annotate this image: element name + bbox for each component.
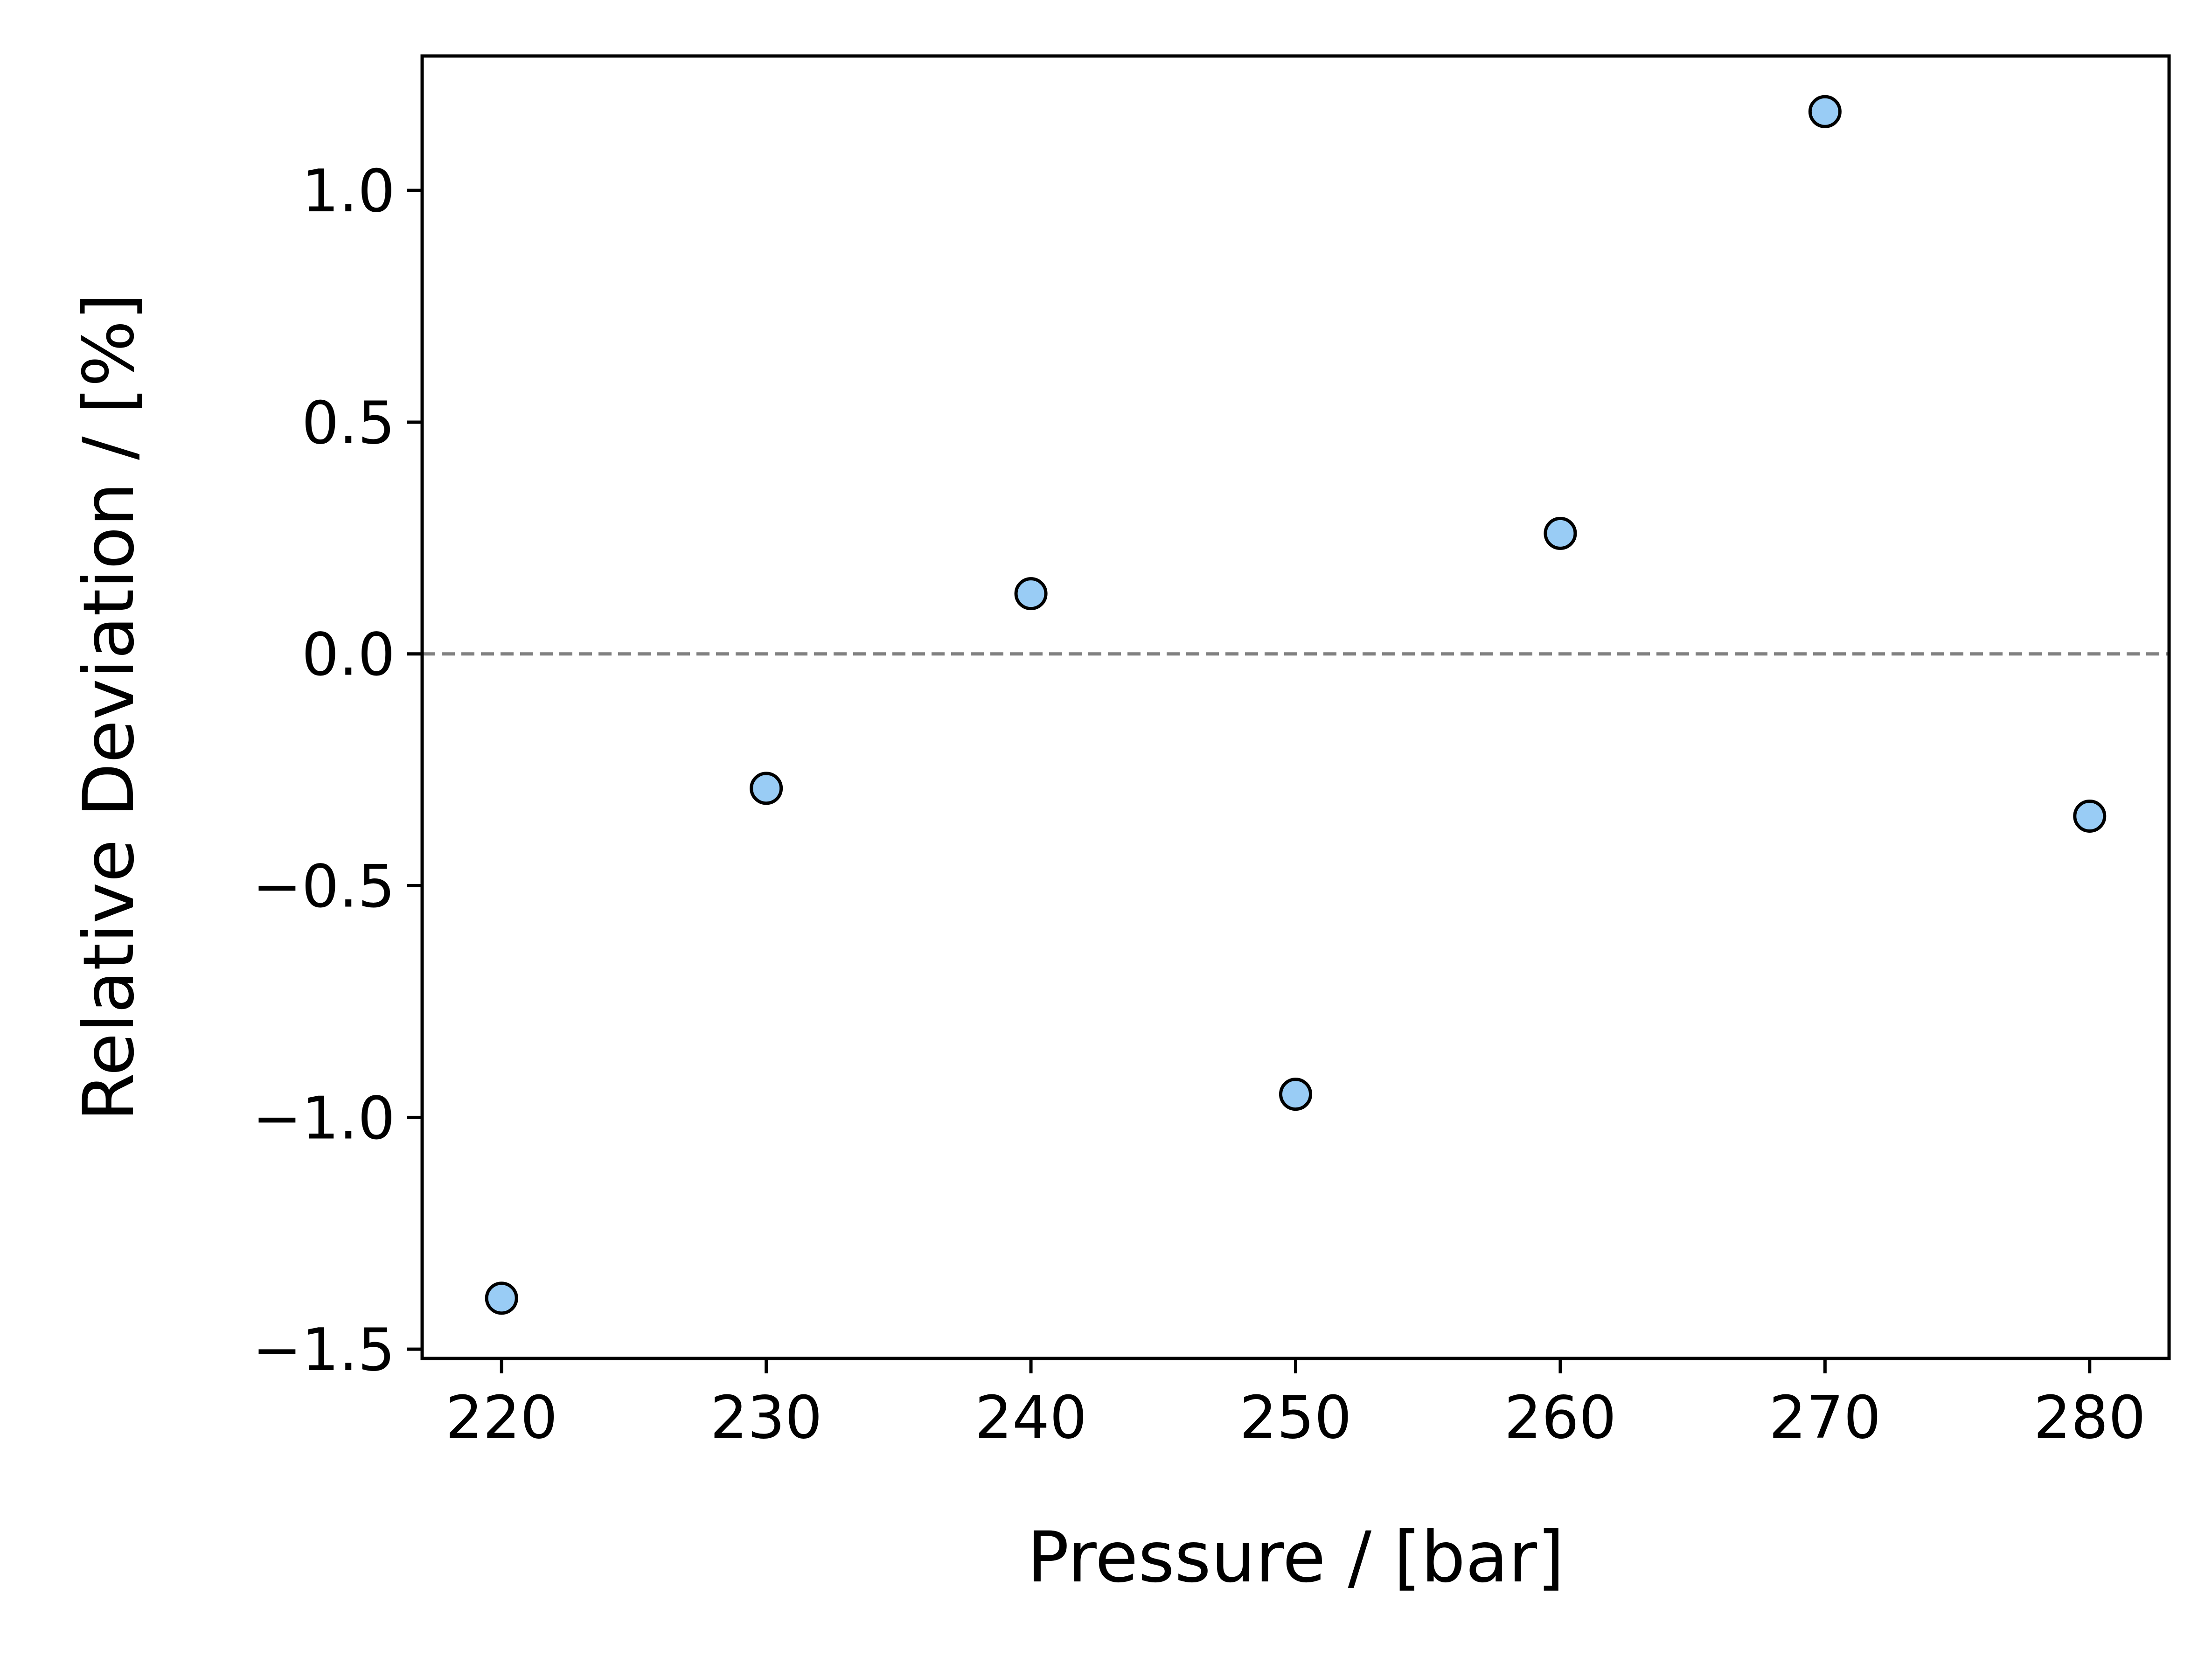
y-tick-label: −1.5 [252, 1316, 395, 1384]
x-tick-label: 280 [2034, 1383, 2146, 1452]
x-tick-label: 260 [1504, 1383, 1617, 1452]
x-tick-label: 220 [445, 1383, 558, 1452]
data-point [1279, 1078, 1312, 1111]
data-point [1014, 577, 1048, 611]
data-point [485, 1281, 518, 1315]
x-tick-label: 270 [1769, 1383, 1881, 1452]
x-tick-label: 240 [975, 1383, 1087, 1452]
y-tick-label: −1.0 [252, 1084, 395, 1152]
x-tick-label: 250 [1239, 1383, 1352, 1452]
x-tick-label: 230 [710, 1383, 822, 1452]
y-tick-label: 1.0 [302, 157, 395, 225]
x-axis-ticks: 220 230 240 250 260 270 280 [445, 1358, 2146, 1452]
data-point [1808, 95, 1842, 128]
data-points [485, 95, 2107, 1315]
y-tick-label: 0.0 [302, 620, 395, 689]
x-axis-label: Pressure / [bar] [1027, 1517, 1564, 1598]
data-point [1544, 516, 1577, 550]
y-axis-label: Relative Deviation / [%] [69, 293, 150, 1121]
y-tick-label: 0.5 [302, 389, 395, 457]
y-axis-ticks: −1.5 −1.0 −0.5 0.0 0.5 1.0 [252, 157, 422, 1384]
y-tick-label: −0.5 [252, 852, 395, 921]
data-point [2073, 799, 2107, 833]
data-point [750, 772, 783, 805]
